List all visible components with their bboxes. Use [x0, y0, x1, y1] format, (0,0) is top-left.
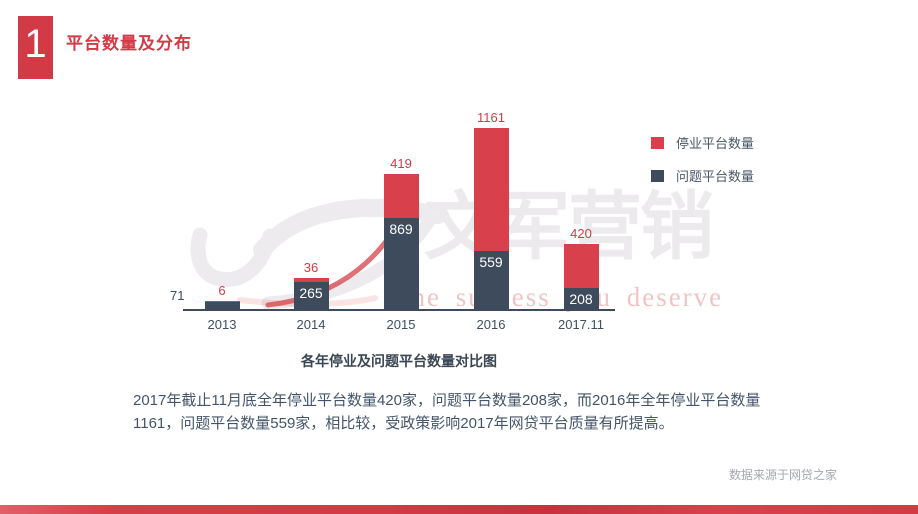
legend-swatch-icon [651, 169, 664, 182]
bar-segment-closed [563, 243, 599, 288]
bar-segment-problem [563, 287, 599, 310]
bar-segment-problem [204, 302, 240, 310]
body-text: 2017年截止11月底全年停业平台数量420家，问题平台数量208家，而2016… [133, 392, 761, 432]
bar-value-label-problem: 208 [569, 290, 593, 307]
bar-value-label-problem: 71 [170, 288, 185, 303]
section-number: 1 [24, 22, 47, 66]
bar-value-label-closed: 1161 [477, 110, 505, 125]
legend-label: 停业平台数量 [676, 136, 755, 151]
legend-label: 问题平台数量 [676, 169, 755, 184]
bar-value-label-problem: 265 [299, 284, 323, 301]
legend-item: 问题平台数量 [651, 166, 754, 185]
legend-item: 停业平台数量 [651, 133, 754, 152]
bar-value-label-closed: 419 [390, 155, 412, 171]
section-number-badge: 1 [18, 16, 53, 79]
bar-segment-problem [293, 281, 329, 310]
bar-segment-problem [473, 250, 509, 310]
x-axis-tick-label: 2015 [386, 317, 416, 332]
footer-accent-bar [0, 505, 918, 514]
bar-segment-closed [293, 278, 329, 282]
bar-value-label-closed: 36 [303, 260, 319, 276]
bar-segment-problem [383, 218, 419, 310]
x-axis-tick-label: 2014 [296, 317, 326, 332]
bar-segment-closed [473, 128, 509, 251]
legend-swatch-icon [651, 136, 664, 149]
bar-value-label-problem: 869 [389, 221, 413, 238]
x-axis-line [183, 309, 615, 311]
source-note: 数据来源于网贷之家 [728, 468, 837, 482]
chart-caption: 各年停业及问题平台数量对比图 [301, 353, 497, 369]
bar-segment-closed [383, 173, 419, 219]
x-axis-tick-label: 2013 [207, 317, 237, 332]
bar-value-label-closed: 420 [570, 225, 592, 241]
bar-value-label-closed: 6 [218, 283, 226, 299]
bar-segment-closed [204, 301, 240, 303]
watermark-tagline: the success you deserve [402, 282, 724, 312]
bar-value-label-problem: 559 [479, 253, 503, 270]
chart-legend: 停业平台数量 问题平台数量 [651, 133, 754, 199]
x-axis-tick-label: 2017.11 [557, 317, 605, 332]
page-title: 平台数量及分布 [66, 34, 192, 53]
x-axis-tick-label: 2016 [476, 317, 506, 332]
